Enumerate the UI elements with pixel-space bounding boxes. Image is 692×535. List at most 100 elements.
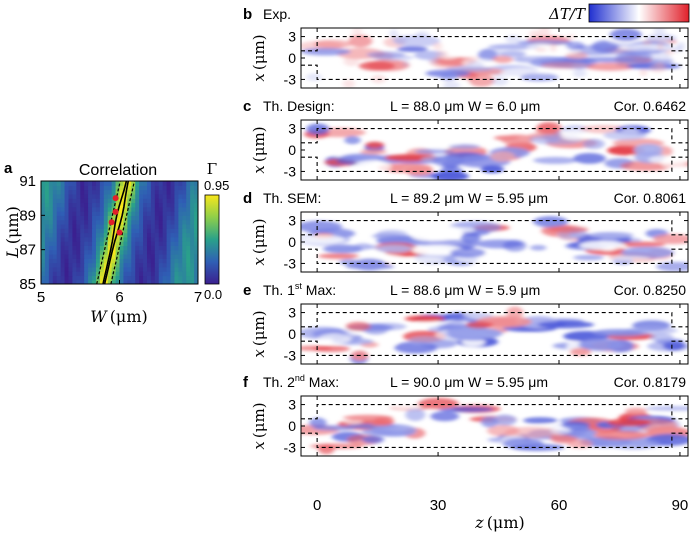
heatmap-a-cell [190, 202, 195, 208]
heatmap-a-cell [64, 249, 70, 255]
heatmap-a-cell [174, 219, 179, 225]
heatmap-a-cell [64, 253, 70, 259]
heatmap-a-cell [135, 185, 140, 191]
correlation-title: Correlation [79, 162, 157, 179]
heatmap-a-cell [84, 279, 89, 284]
heatmap-a-cell [182, 249, 187, 255]
heatmap-a-cell [84, 181, 89, 186]
heatmap-a-cell [170, 266, 176, 272]
heatmap-a-cell [154, 271, 160, 277]
heatmap-a-cell [119, 279, 125, 284]
heatmap-a-cell [139, 279, 144, 284]
heatmap-a-xlabel-var: W [90, 307, 108, 326]
heatmap-a-cell [162, 206, 168, 212]
heatmap-a-cell [119, 241, 125, 246]
heatmap-a-cell [170, 275, 176, 281]
heatmap-a-cell [146, 279, 152, 284]
heatmap-a-cell [92, 258, 97, 264]
panel-b-label: Exp. [263, 6, 291, 22]
heatmap-a-cell [76, 258, 81, 264]
field-blob [506, 306, 524, 319]
z-axis-tick-label: 0 [313, 497, 321, 514]
heatmap-a-cell [84, 198, 89, 204]
heatmap-a-cell [174, 215, 179, 221]
heatmap-a-cell [170, 202, 176, 208]
heatmap-a-cell [174, 253, 179, 259]
heatmap-a-cell [127, 181, 132, 186]
heatmap-a-cell [80, 279, 85, 284]
field-blob [352, 258, 387, 271]
heatmap-a-cell [95, 198, 101, 204]
heatmap-a-cell [170, 189, 176, 195]
heatmap-a-cell [178, 275, 183, 281]
heatmap-a-cell [150, 266, 156, 272]
heatmap-a-cell [72, 198, 77, 204]
heatmap-a-cell [135, 193, 140, 199]
field-blob [465, 321, 494, 329]
heatmap-a-cell [150, 185, 156, 191]
heatmap-a-cell [123, 232, 128, 238]
heatmap-a-cell [135, 258, 140, 264]
heatmap-a-cell [48, 236, 54, 242]
heatmap-a-cell [88, 266, 93, 272]
heatmap-a-cell [111, 245, 117, 251]
heatmap-a-cell [119, 249, 125, 255]
heatmap-a-cell [162, 185, 168, 191]
heatmap-a-cell [162, 271, 168, 277]
heatmap-a-cell [139, 232, 144, 238]
field-blob [520, 73, 559, 82]
field-blob [593, 430, 649, 440]
heatmap-a-cell [60, 253, 66, 259]
heatmap-a-cell [99, 271, 105, 277]
heatmap-a-cell [135, 262, 140, 268]
heatmap-a-cell [131, 266, 136, 272]
heatmap-a-cell [72, 211, 77, 216]
heatmap-a-cell [41, 189, 46, 195]
heatmap-a-ylabel-unit: (μm) [3, 206, 22, 244]
heatmap-a-xtick-label: 7 [194, 289, 202, 306]
field-blob [435, 50, 449, 59]
heatmap-a-cell [44, 279, 50, 284]
heatmap-a-cell [68, 185, 73, 191]
heatmap-a-cell [64, 223, 70, 229]
heatmap-a-cell [111, 249, 117, 255]
heatmap-a-cell [127, 193, 132, 199]
panel-d-ytick-label: 0 [288, 234, 296, 250]
correlation-markers [108, 195, 123, 236]
heatmap-a-xlabel-unit: (μm) [110, 307, 148, 326]
marker-design [116, 229, 123, 236]
panel-letter-b: b [243, 6, 252, 23]
heatmap-a-cell [166, 189, 172, 195]
heatmap-a-cell [158, 262, 164, 268]
field-blob [432, 42, 443, 51]
heatmap-a-cell [158, 202, 164, 208]
heatmap-a-cell [76, 219, 81, 225]
heatmap-a-cell [52, 258, 58, 264]
heatmap-a-cell [186, 232, 191, 238]
heatmap-a-cell [88, 275, 93, 281]
heatmap-a-cell [88, 232, 93, 238]
heatmap-a-cell [72, 223, 77, 229]
heatmap-a-cell [127, 245, 132, 251]
heatmap-a-cell [162, 228, 168, 234]
delta-t-colorbar-gradient [588, 3, 690, 23]
heatmap-a-cell [95, 253, 101, 259]
panel-c-ytick-label: 3 [288, 121, 296, 137]
heatmap-a-cell [107, 181, 113, 186]
heatmap-a-cell [127, 202, 132, 208]
heatmap-a-cell [131, 206, 136, 212]
heatmap-a-xtick-label: 6 [115, 289, 123, 306]
field-blob [403, 165, 434, 176]
heatmap-a-cell [41, 279, 46, 284]
heatmap-a-cell [127, 249, 132, 255]
heatmap-a-cell [186, 271, 191, 277]
heatmap-a-cell [44, 245, 50, 251]
heatmap-a-cell [72, 236, 77, 242]
heatmap-a-cell [92, 181, 97, 186]
heatmap-a-cell [41, 181, 46, 186]
heatmap-a-cell [123, 279, 128, 284]
heatmap-a-cell [131, 223, 136, 229]
heatmap-a-cell [88, 262, 93, 268]
heatmap-a-cell [162, 245, 168, 251]
heatmap-a-cell [186, 206, 191, 212]
